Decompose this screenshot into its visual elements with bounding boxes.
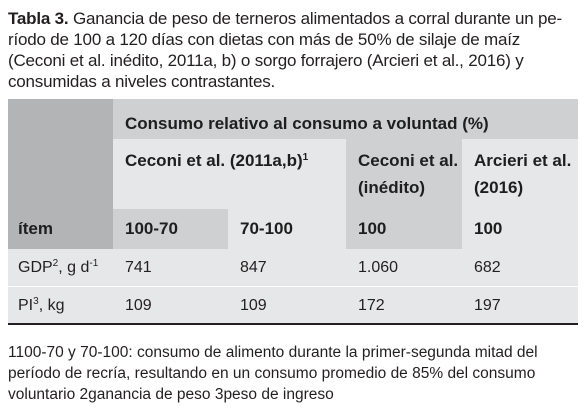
data-table-container: Consumo relativo al consumo a voluntad (… <box>8 99 578 324</box>
row-label: PI3, kg <box>8 286 113 324</box>
column-header: 100 <box>462 209 578 249</box>
table-cell: 109 <box>228 286 346 324</box>
table-cell: 682 <box>462 249 578 287</box>
item-header: ítem <box>8 209 113 249</box>
table-cell: 109 <box>113 286 228 324</box>
data-table: Consumo relativo al consumo a voluntad (… <box>8 99 578 324</box>
group-header-row: Consumo relativo al consumo a voluntad (… <box>8 109 578 139</box>
caption-label: Tabla 3. <box>8 9 69 28</box>
table-caption: Tabla 3. Ganancia de peso de terneros al… <box>8 8 580 92</box>
author-arcieri-2016: Arcieri et al. (2016) <box>462 139 578 209</box>
column-header: 100-70 <box>113 209 228 249</box>
table-footnote: 1100-70 y 70-100: consumo de alimento du… <box>8 344 538 403</box>
table-cell: 197 <box>462 286 578 324</box>
column-header: 70-100 <box>228 209 346 249</box>
table-cell: 1.060 <box>346 249 462 287</box>
author-ceconi-2011: Ceconi et al. (2011a,b)1 <box>113 139 346 209</box>
table-row: PI3, kg 109 109 172 197 <box>8 286 578 324</box>
table-cell: 741 <box>113 249 228 287</box>
column-header: 100 <box>346 209 462 249</box>
author-ceconi-inedito: Ceconi et al. (inédito) <box>346 139 462 209</box>
column-header-row: ítem 100-70 70-100 100 100 <box>8 209 578 249</box>
caption-text: Ganancia de peso de terneros alimentados… <box>8 9 562 91</box>
table-cell: 172 <box>346 286 462 324</box>
table-row: GDP2, g d-1 741 847 1.060 682 <box>8 249 578 287</box>
table-bottom-rule <box>8 323 578 325</box>
authors-row: Ceconi et al. (2011a,b)1 Ceconi et al. (… <box>8 139 578 209</box>
group-header: Consumo relativo al consumo a voluntad (… <box>113 109 578 139</box>
row-label: GDP2, g d-1 <box>8 249 113 287</box>
table-cell: 847 <box>228 249 346 287</box>
header-spacer-row <box>8 99 578 109</box>
